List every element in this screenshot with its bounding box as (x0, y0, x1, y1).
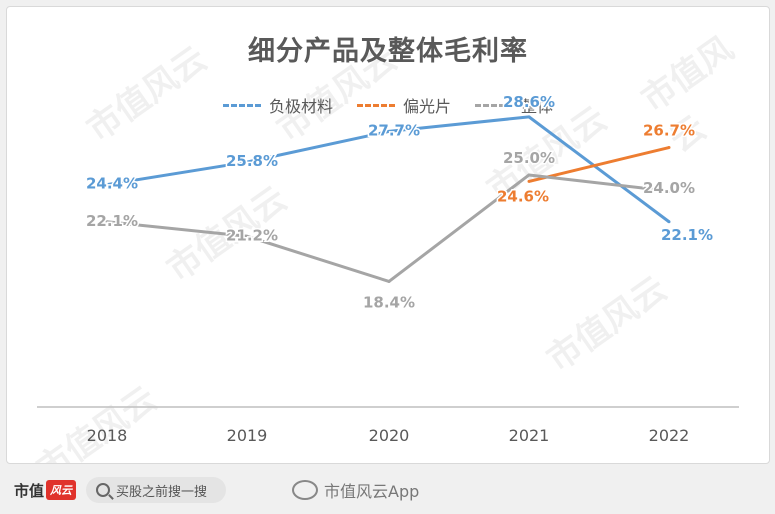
data-point (105, 220, 109, 224)
data-label: 18.4% (363, 293, 415, 311)
data-point (667, 220, 671, 224)
data-point (245, 160, 249, 164)
data-point (105, 183, 109, 187)
footer-bar: 市值 风云 买股之前搜一搜 市值风云App (0, 466, 775, 514)
series-line-2 (106, 173, 670, 283)
line-chart: 2018 2019 2020 2021 2022 24.4% 25.8% 27.7% 28.6%… (37, 91, 739, 445)
data-point (527, 179, 531, 183)
x-tick-label: 2019 (227, 426, 268, 445)
data-point (667, 146, 671, 150)
weibo-watermark: 市值风云App (292, 478, 419, 502)
search-box[interactable]: 买股之前搜一搜 (86, 477, 227, 503)
data-label: 21.2% (226, 226, 278, 244)
brand-badge: 风云 (46, 480, 77, 500)
legend-item-polarizer: 偏光片 (356, 93, 451, 117)
data-label: 24.4% (86, 175, 138, 193)
data-label: 26.7% (643, 122, 695, 140)
x-tick-label: 2020 (369, 426, 410, 445)
legend-swatch-polarizer (356, 103, 395, 107)
data-label: 24.0% (643, 179, 695, 197)
brand-text: 市值 (14, 481, 45, 500)
data-point (245, 234, 249, 238)
chart-card: 市值风云 市值风云 市值风云 市值风云 市值风云 市值风云 市值风云 细分产品及… (6, 6, 770, 464)
brand-logo: 市值 风云 (14, 480, 77, 501)
legend-label-anode: 负极材料 (268, 97, 333, 116)
weibo-icon (292, 480, 319, 500)
data-point (667, 189, 671, 193)
legend-item-anode: 负极材料 (222, 93, 333, 117)
legend-label-overall: 整体 (521, 97, 554, 116)
data-label: 25.8% (226, 152, 278, 170)
data-label: 28.6% (503, 93, 555, 111)
x-tick-label: 2022 (649, 426, 690, 445)
series-line-1 (528, 146, 670, 183)
x-tick-label: 2021 (509, 426, 550, 445)
chart-title: 细分产品及整体毛利率 (248, 36, 528, 67)
data-label: 24.6% (497, 187, 549, 205)
data-point (527, 115, 531, 119)
x-tick-label: 2018 (87, 426, 128, 445)
search-icon (96, 483, 111, 497)
legend-swatch-anode (222, 103, 261, 107)
legend-swatch-overall (475, 103, 513, 107)
data-point (387, 279, 391, 283)
data-point (527, 173, 531, 177)
data-label: 27.7% (368, 121, 420, 139)
data-label: 22.1% (86, 212, 138, 230)
chart-legend: 负极材料 偏光片 整体 (7, 93, 769, 117)
legend-label-polarizer: 偏光片 (402, 97, 451, 116)
data-label: 25.0% (503, 149, 555, 167)
legend-item-overall: 整体 (475, 93, 553, 117)
data-label: 22.1% (661, 226, 713, 244)
search-placeholder: 买股之前搜一搜 (116, 484, 208, 500)
weibo-handle: 市值风云App (324, 482, 420, 501)
data-point (387, 129, 391, 133)
